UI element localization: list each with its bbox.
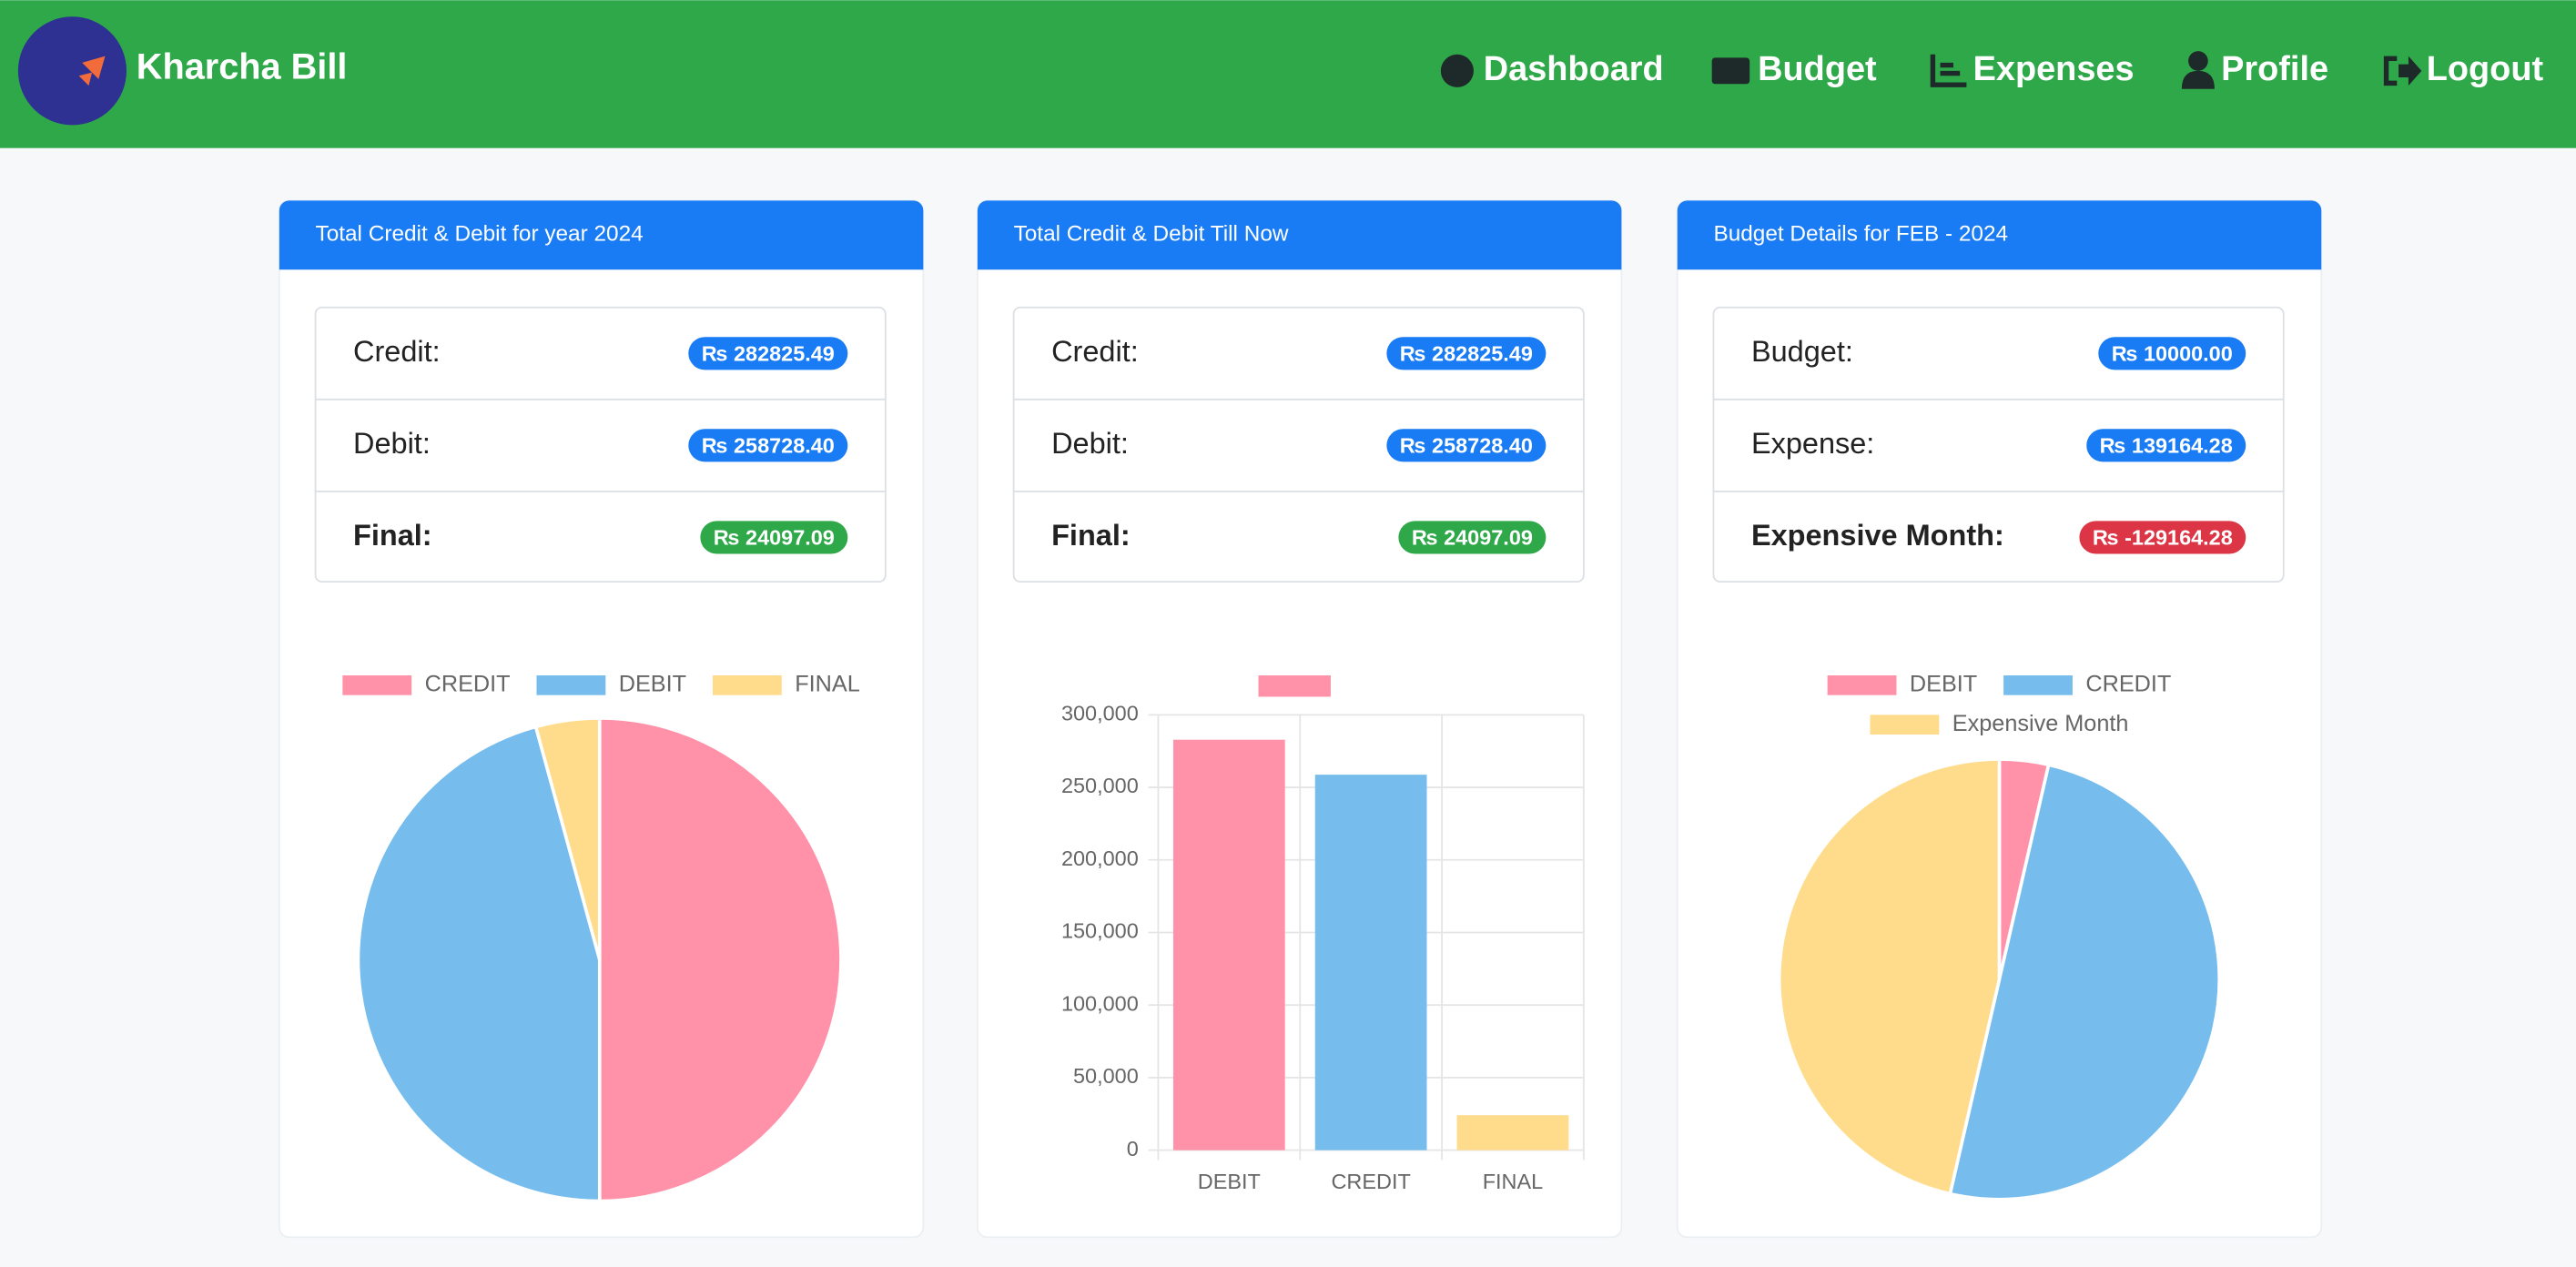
pie-slice: [533, 716, 602, 960]
nav-link[interactable]: Budget: [1758, 50, 1877, 88]
card-header: [977, 200, 1622, 270]
legend-label: CREDIT: [425, 672, 511, 697]
bar: [1314, 775, 1427, 1150]
card-title: Total Credit & Debit for year 2024: [316, 222, 644, 247]
logo: [17, 16, 127, 126]
legend-label: FINAL: [795, 672, 860, 697]
y-tick-label: 200,000: [1061, 846, 1139, 870]
badge-value: ₨ 139164.28: [2100, 433, 2233, 457]
y-tick-label: 100,000: [1061, 991, 1139, 1015]
badge: [2098, 337, 2246, 370]
card-title: Budget Details for FEB - 2024: [1713, 222, 2008, 247]
y-tick-label: 250,000: [1061, 774, 1139, 797]
legend-swatch: [2003, 675, 2073, 695]
card-header: [1677, 200, 2322, 270]
legend-swatch: [1827, 675, 1897, 695]
card-header: [279, 200, 924, 270]
y-tick-label: 0: [1127, 1137, 1139, 1161]
pie-slice: [1777, 757, 2002, 1196]
legend-swatch: [342, 675, 412, 695]
badge: [688, 337, 848, 370]
y-tick-label: 300,000: [1061, 702, 1139, 725]
legend-swatch: [536, 675, 606, 695]
row-label: Budget:: [1751, 335, 1853, 368]
legend-swatch: [712, 675, 782, 695]
pie-slice: [1948, 763, 2221, 1201]
pie-slice: [597, 716, 843, 1203]
row-label: Credit:: [1051, 335, 1139, 368]
card-title: Total Credit & Debit Till Now: [1014, 222, 1289, 247]
badge-value: ₨ 258728.40: [1400, 433, 1533, 457]
badge-value: ₨ 282825.49: [1400, 341, 1533, 365]
bar: [1172, 739, 1285, 1150]
nav-link[interactable]: Logout: [2427, 50, 2544, 88]
bar: [1456, 1115, 1569, 1150]
badge: [2079, 521, 2246, 554]
row-label: Final:: [1051, 519, 1131, 552]
list-box: [1012, 306, 1585, 583]
nav-link[interactable]: Profile: [2221, 50, 2328, 88]
row-label: Credit:: [353, 335, 441, 368]
badge-value: ₨ 258728.40: [702, 433, 835, 457]
badge-value: ₨ -129164.28: [2093, 525, 2233, 549]
badge: [2086, 429, 2246, 462]
nav-link[interactable]: Dashboard: [1484, 50, 1664, 88]
nav-icons: [1440, 51, 2422, 89]
row-label: Debit:: [1051, 427, 1129, 460]
y-tick-label: 50,000: [1073, 1064, 1139, 1088]
pie-slice: [356, 725, 602, 1203]
badge-value: ₨ 282825.49: [702, 341, 835, 365]
row-label: Expense:: [1751, 427, 1874, 460]
badge-value: ₨ 24097.09: [714, 525, 835, 549]
badge: [700, 521, 848, 554]
logo-mark: [78, 56, 106, 86]
legend-swatch: [1258, 675, 1331, 697]
x-tick-label: DEBIT: [1198, 1170, 1261, 1193]
nav-link[interactable]: Expenses: [1973, 50, 2135, 88]
x-tick-label: FINAL: [1483, 1170, 1543, 1193]
row-label: Debit:: [353, 427, 431, 460]
legend-swatch: [1870, 715, 1940, 735]
badge: [1386, 429, 1547, 462]
list-box: [1712, 306, 2285, 583]
badge-value: ₨ 10000.00: [2112, 341, 2233, 365]
y-tick-label: 150,000: [1061, 919, 1139, 943]
row-label: Final:: [353, 519, 432, 552]
list-box: [314, 306, 887, 583]
badge: [1386, 337, 1547, 370]
legend-label: DEBIT: [1910, 672, 1977, 697]
legend-label: Expensive Month: [1952, 711, 2129, 736]
badge: [688, 429, 848, 462]
brand[interactable]: Kharcha Bill: [137, 47, 348, 87]
navbar: [0, 0, 2576, 148]
legend-label: DEBIT: [619, 672, 686, 697]
badge-value: ₨ 24097.09: [1412, 525, 1533, 549]
badge: [1398, 521, 1547, 554]
row-label: Expensive Month:: [1751, 519, 2004, 552]
legend-label: CREDIT: [2085, 672, 2171, 697]
x-tick-label: CREDIT: [1331, 1170, 1410, 1193]
